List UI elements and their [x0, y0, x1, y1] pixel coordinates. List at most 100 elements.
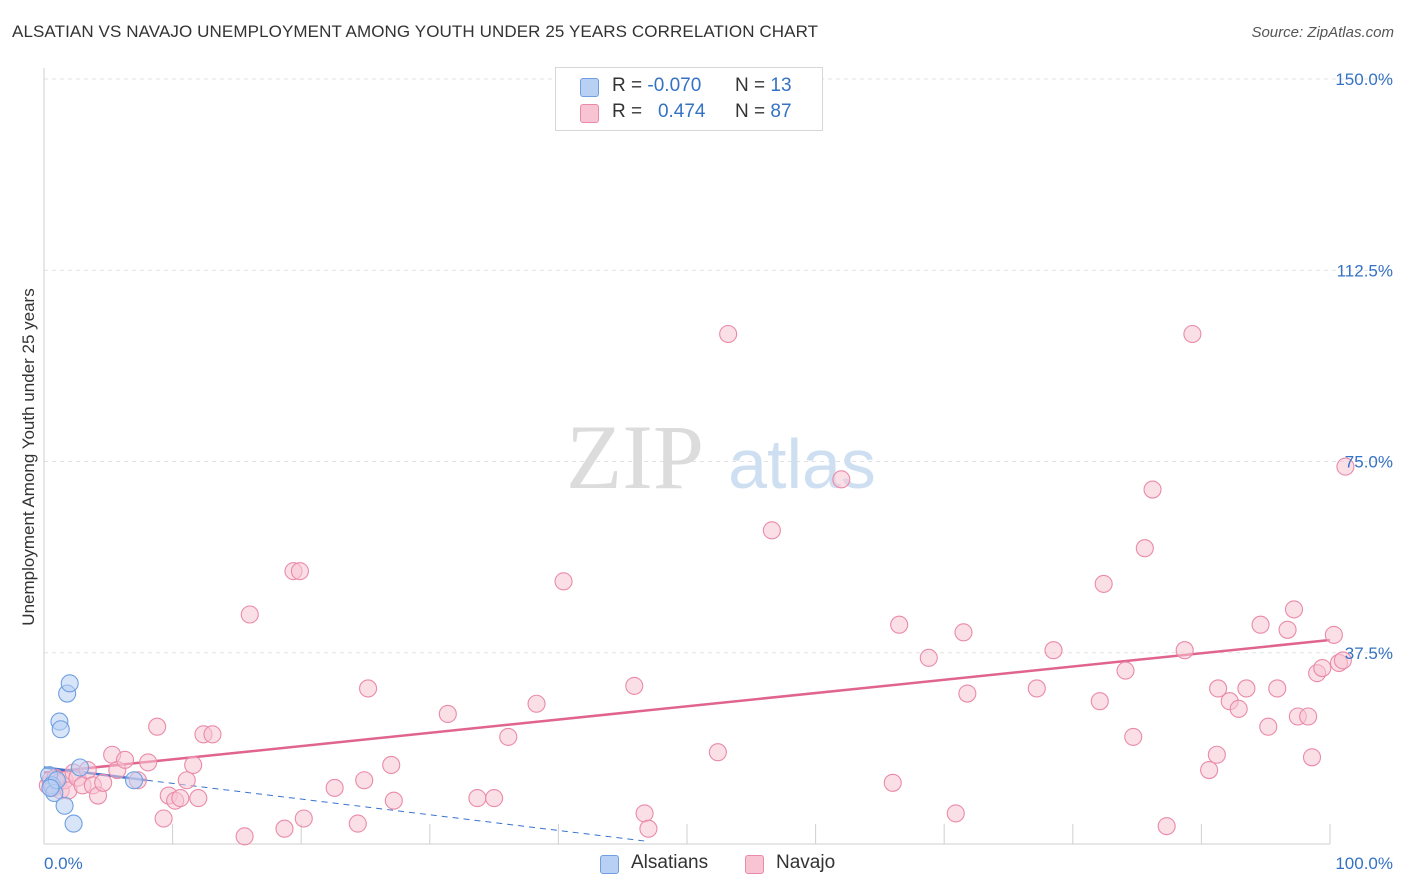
data-points	[38, 324, 1355, 846]
navajo-trend-line	[43, 638, 1331, 774]
navajo-point	[325, 778, 344, 797]
navajo-point	[946, 804, 965, 823]
navajo-point	[1143, 480, 1162, 499]
y-tick-label: 75.0%	[1345, 453, 1393, 472]
gridlines	[44, 78, 1392, 654]
navajo-legend-label: Navajo	[776, 852, 836, 873]
navajo-swatch	[580, 104, 599, 123]
navajo-point	[468, 789, 487, 808]
r-label: R =	[612, 101, 643, 122]
y-axis-label: Unemployment Among Youth under 25 years	[19, 288, 38, 625]
navajo-point	[275, 819, 294, 838]
alsatians-legend-label: Alsatians	[631, 852, 709, 873]
navajo-point	[1027, 679, 1046, 698]
watermark-zip: ZIP	[566, 406, 704, 508]
navajo-point	[438, 704, 457, 724]
navajo-point	[384, 791, 403, 810]
navajo-point	[171, 789, 190, 808]
navajo-point	[719, 324, 738, 344]
navajo-point	[1268, 679, 1287, 698]
navajo-point	[290, 562, 309, 581]
navajo-point	[1175, 641, 1194, 660]
navajo-point	[890, 615, 909, 634]
navajo-point	[625, 676, 644, 695]
navajo-point	[1302, 748, 1322, 767]
tick-labels: 37.5% 75.0% 112.5% 150.0% 0.0% 100.0%	[44, 70, 1393, 873]
navajo-point	[189, 789, 208, 808]
navajo-point	[1237, 679, 1256, 698]
navajo-point	[1333, 651, 1352, 670]
navajo-point	[1324, 625, 1343, 644]
navajo-point	[883, 773, 902, 792]
navajo-point	[554, 572, 573, 591]
navajo-point	[1116, 661, 1135, 680]
navajo-point	[708, 743, 727, 762]
navajo-point	[355, 771, 374, 790]
r-label: R =	[612, 75, 643, 96]
y-tick-label: 37.5%	[1345, 644, 1393, 663]
navajo-point	[954, 623, 973, 642]
navajo-point	[240, 605, 259, 624]
watermark-atlas: atlas	[728, 425, 876, 503]
alsatians-point	[70, 758, 90, 777]
navajo-point	[184, 755, 203, 775]
alsatians-point	[64, 814, 83, 833]
navajo-point	[177, 771, 196, 790]
navajo-point	[527, 694, 546, 713]
navajo-point	[294, 809, 313, 828]
navajo-point	[762, 521, 781, 540]
navajo-point	[1229, 699, 1248, 718]
navajo-point	[154, 809, 173, 828]
source-label: Source: ZipAtlas.com	[1251, 24, 1394, 41]
navajo-point	[485, 789, 504, 808]
alsatians-point	[124, 771, 144, 790]
navajo-point	[1209, 679, 1228, 698]
navajo-point	[1251, 615, 1270, 634]
navajo-point	[1207, 745, 1226, 764]
alsatians-point	[55, 796, 74, 815]
navajo-point	[359, 679, 378, 698]
navajo-point	[1336, 457, 1355, 476]
alsatians-point	[60, 674, 79, 693]
navajo-point	[1135, 539, 1154, 558]
navajo-point	[1284, 600, 1304, 619]
navajo-point	[1044, 641, 1063, 660]
alsatians-trend-extension	[146, 779, 649, 842]
navajo-point	[1259, 717, 1278, 736]
navajo-point	[148, 717, 167, 736]
navajo-point	[1157, 817, 1176, 836]
navajo-point	[139, 753, 158, 772]
navajo-point	[635, 804, 654, 823]
navajo-point	[1124, 727, 1143, 746]
chart-title: ALSATIAN VS NAVAJO UNEMPLOYMENT AMONG YO…	[12, 22, 819, 41]
n-value-alsatians: 13	[770, 75, 792, 96]
axes	[43, 68, 1331, 845]
navajo-legend-swatch	[745, 855, 764, 874]
watermark: ZIP atlas	[566, 406, 876, 508]
correlation-legend: R = -0.070 N = 13 R = 0.474 N = 87	[555, 67, 823, 131]
navajo-point	[1094, 574, 1113, 593]
navajo-point	[1200, 760, 1219, 780]
alsatians-legend-swatch	[600, 855, 619, 874]
r-value-navajo: 0.474	[657, 101, 706, 122]
navajo-point	[499, 727, 518, 746]
navajo-point	[1278, 620, 1297, 639]
navajo-point	[1313, 658, 1332, 678]
n-value-navajo: 87	[770, 101, 792, 122]
n-label: N =	[735, 75, 766, 96]
navajo-point	[94, 773, 113, 792]
navajo-point	[235, 827, 254, 846]
navajo-point	[958, 684, 977, 703]
navajo-point	[832, 470, 851, 489]
navajo-point	[919, 648, 938, 667]
navajo-point	[115, 750, 135, 769]
navajo-point	[1299, 707, 1318, 726]
x-tick-label-min: 0.0%	[44, 854, 83, 873]
navajo-point	[639, 819, 658, 838]
alsatians-point	[41, 778, 60, 797]
y-tick-label: 150.0%	[1335, 70, 1393, 89]
navajo-point	[1090, 692, 1109, 711]
navajo-point	[348, 814, 367, 833]
n-label: N =	[735, 101, 766, 122]
